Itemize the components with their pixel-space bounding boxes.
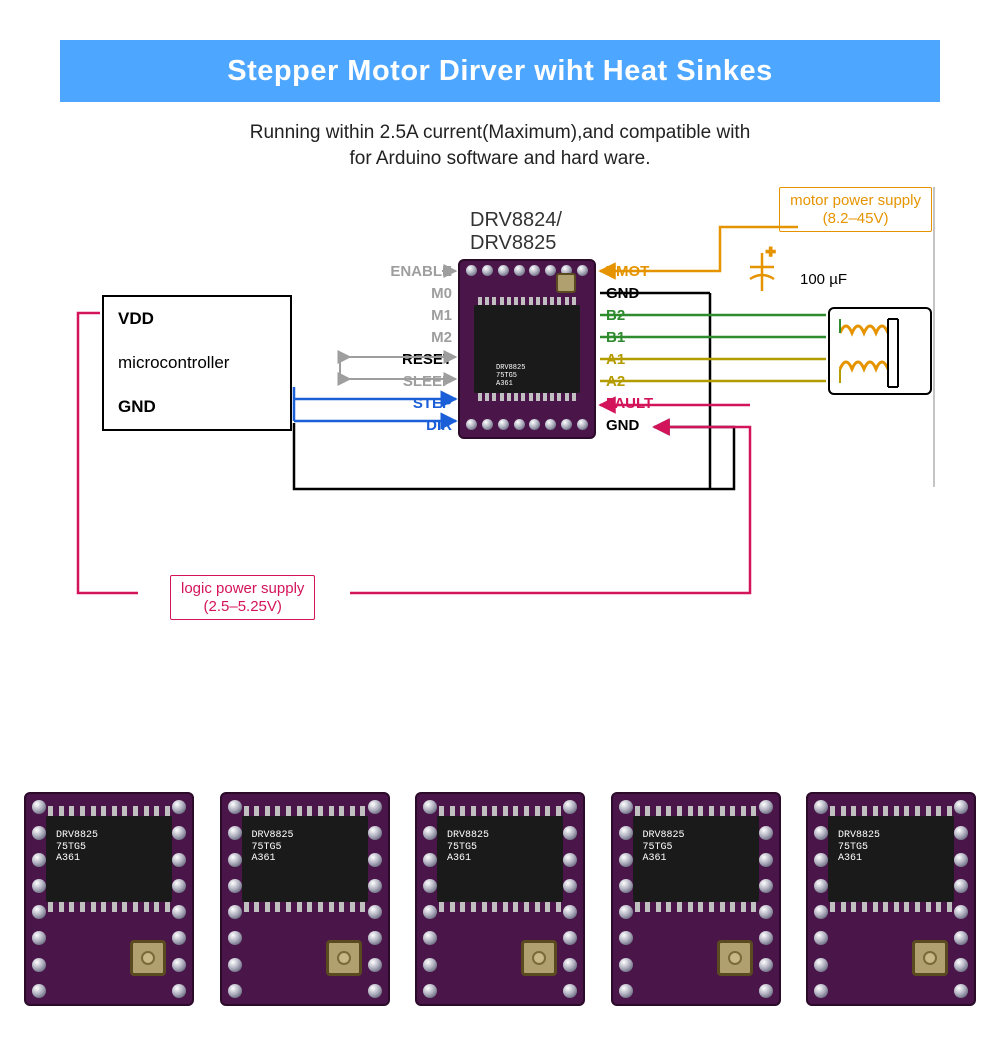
trimmer-pot-icon: [326, 940, 362, 976]
driver-module: DRV8825 75TG5 A361: [220, 792, 390, 1006]
wires: +: [50, 187, 950, 657]
module-row: DRV8825 75TG5 A361DRV8825 75TG5 A361DRV8…: [24, 784, 976, 1006]
trimmer-pot-icon: [130, 940, 166, 976]
subtitle-line2: for Arduino software and hard ware.: [349, 148, 650, 169]
trimmer-pot-icon: [912, 940, 948, 976]
title-banner: Stepper Motor Dirver wiht Heat Sinkes: [60, 40, 940, 102]
driver-module: DRV8825 75TG5 A361: [806, 792, 976, 1006]
svg-text:+: +: [766, 244, 775, 261]
driver-module: DRV8825 75TG5 A361: [24, 792, 194, 1006]
subtitle-line1: Running within 2.5A current(Maximum),and…: [250, 122, 751, 143]
driver-module: DRV8825 75TG5 A361: [611, 792, 781, 1006]
trimmer-pot-icon: [717, 940, 753, 976]
subtitle: Running within 2.5A current(Maximum),and…: [80, 120, 920, 171]
wiring-diagram: DRV8824/ DRV8825 VDD microcontroller GND…: [50, 187, 950, 667]
driver-module: DRV8825 75TG5 A361: [415, 792, 585, 1006]
trimmer-pot-icon: [521, 940, 557, 976]
